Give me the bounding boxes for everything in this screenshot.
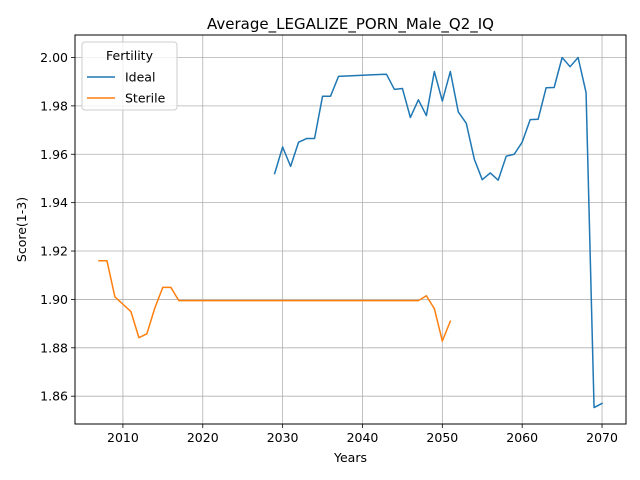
y-axis-label: Score(1-3): [14, 197, 29, 262]
x-tick-label: 2070: [586, 430, 618, 445]
legend-label-sterile: Sterile: [125, 91, 166, 106]
y-tick-label: 2.00: [40, 50, 68, 65]
axis-ticks: 2010 2020 2030 2040 2050 2060 2070 1.86 1.88 1.90…: [40, 50, 618, 445]
y-tick-label: 1.94: [40, 195, 68, 210]
y-tick-label: 1.90: [40, 292, 68, 307]
legend-label-ideal: Ideal: [125, 70, 155, 85]
grid-lines: [75, 35, 626, 424]
y-tick-label: 1.88: [40, 340, 68, 355]
x-tick-label: 2050: [426, 430, 458, 445]
x-tick-label: 2010: [107, 430, 139, 445]
y-tick-label: 1.98: [40, 98, 68, 113]
series-lines: [98, 56, 604, 409]
x-tick-label: 2040: [347, 430, 379, 445]
y-tick-label: 1.92: [40, 244, 68, 259]
legend: Fertility Ideal Sterile: [81, 41, 178, 111]
y-tick-label: 1.96: [40, 147, 68, 162]
series-line-ideal: [273, 56, 604, 409]
series-line-sterile: [98, 259, 452, 342]
legend-box: [81, 41, 178, 111]
plot-frame: [74, 34, 627, 425]
chart-title: Average_LEGALIZE_PORN_Male_Q2_IQ: [207, 15, 494, 34]
y-tick-label: 1.86: [40, 389, 68, 404]
legend-title: Fertility: [106, 48, 154, 63]
x-tick-label: 2060: [506, 430, 538, 445]
x-tick-label: 2020: [187, 430, 219, 445]
x-tick-label: 2030: [267, 430, 299, 445]
x-axis-label: Years: [333, 450, 367, 465]
